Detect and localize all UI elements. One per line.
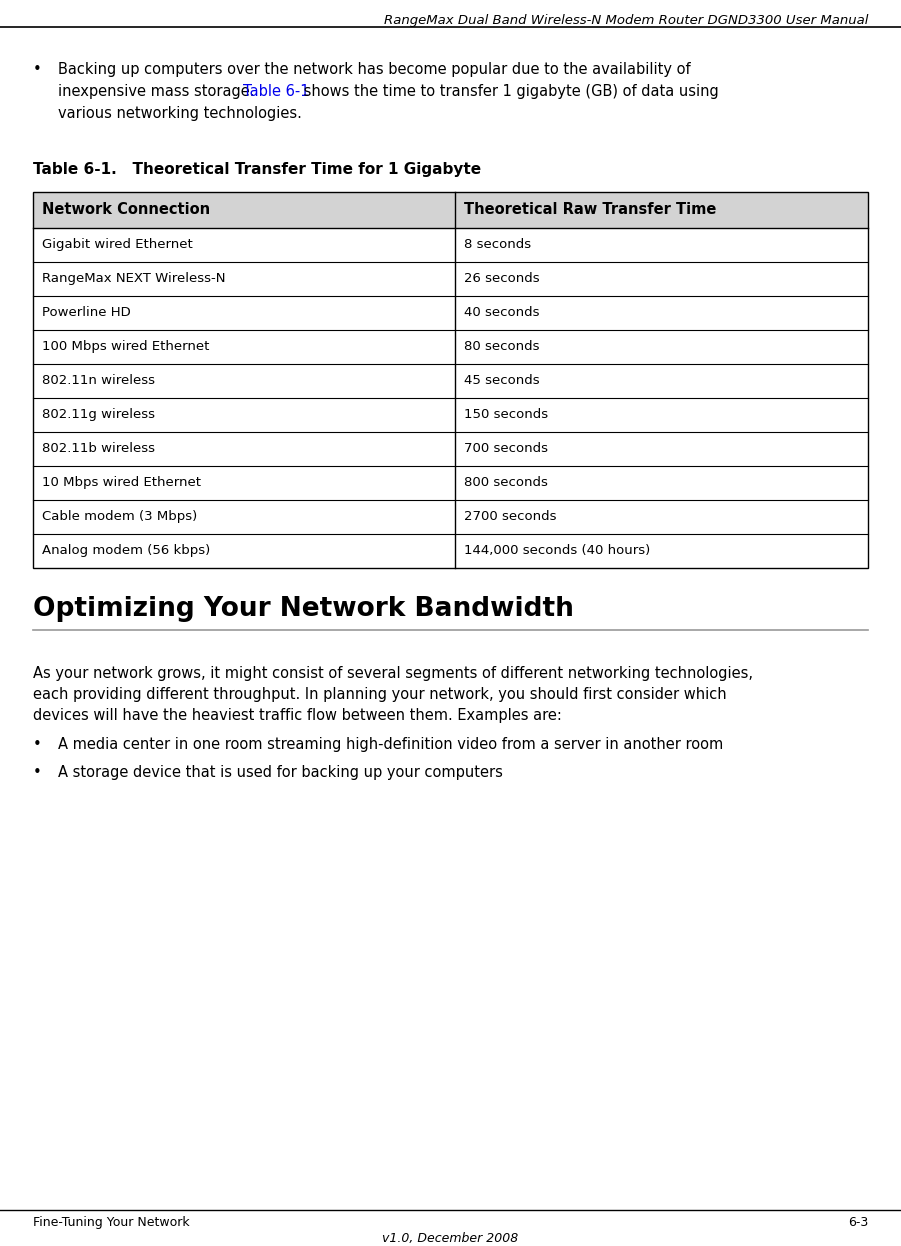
Text: 45 seconds: 45 seconds <box>464 374 540 388</box>
Text: devices will have the heaviest traffic flow between them. Examples are:: devices will have the heaviest traffic f… <box>33 708 562 723</box>
Text: 2700 seconds: 2700 seconds <box>464 510 556 523</box>
Text: 6-3: 6-3 <box>848 1216 868 1229</box>
Text: Cable modem (3 Mbps): Cable modem (3 Mbps) <box>42 510 197 523</box>
Text: 10 Mbps wired Ethernet: 10 Mbps wired Ethernet <box>42 476 201 488</box>
Text: 80 seconds: 80 seconds <box>464 340 539 353</box>
Text: 144,000 seconds (40 hours): 144,000 seconds (40 hours) <box>464 545 650 557</box>
Bar <box>33 192 868 568</box>
Text: As your network grows, it might consist of several segments of different network: As your network grows, it might consist … <box>33 667 753 682</box>
Text: Analog modem (56 kbps): Analog modem (56 kbps) <box>42 545 210 557</box>
Text: Theoretical Raw Transfer Time: Theoretical Raw Transfer Time <box>464 202 716 217</box>
Text: various networking technologies.: various networking technologies. <box>58 106 302 121</box>
Text: Table 6-1: Table 6-1 <box>243 83 310 98</box>
Text: 800 seconds: 800 seconds <box>464 476 548 488</box>
Text: 8 seconds: 8 seconds <box>464 238 531 250</box>
Bar <box>33 192 868 228</box>
Text: •: • <box>33 765 41 780</box>
Text: Powerline HD: Powerline HD <box>42 307 131 319</box>
Text: RangeMax Dual Band Wireless-N Modem Router DGND3300 User Manual: RangeMax Dual Band Wireless-N Modem Rout… <box>384 14 868 27</box>
Text: Optimizing Your Network Bandwidth: Optimizing Your Network Bandwidth <box>33 596 574 622</box>
Text: RangeMax NEXT Wireless-N: RangeMax NEXT Wireless-N <box>42 272 225 285</box>
Text: v1.0, December 2008: v1.0, December 2008 <box>382 1232 519 1245</box>
Text: 700 seconds: 700 seconds <box>464 442 548 455</box>
Text: Fine-Tuning Your Network: Fine-Tuning Your Network <box>33 1216 189 1229</box>
Text: 802.11n wireless: 802.11n wireless <box>42 374 155 388</box>
Text: 26 seconds: 26 seconds <box>464 272 540 285</box>
Text: 802.11g wireless: 802.11g wireless <box>42 407 155 421</box>
Text: 150 seconds: 150 seconds <box>464 407 548 421</box>
Text: Backing up computers over the network has become popular due to the availability: Backing up computers over the network ha… <box>58 62 691 77</box>
Text: Gigabit wired Ethernet: Gigabit wired Ethernet <box>42 238 193 250</box>
Text: Table 6-1.   Theoretical Transfer Time for 1 Gigabyte: Table 6-1. Theoretical Transfer Time for… <box>33 162 481 177</box>
Text: •: • <box>33 736 41 753</box>
Text: 100 Mbps wired Ethernet: 100 Mbps wired Ethernet <box>42 340 209 353</box>
Text: each providing different throughput. In planning your network, you should first : each providing different throughput. In … <box>33 687 726 701</box>
Text: A media center in one room streaming high-definition video from a server in anot: A media center in one room streaming hig… <box>58 736 724 753</box>
Text: 802.11b wireless: 802.11b wireless <box>42 442 155 455</box>
Text: shows the time to transfer 1 gigabyte (GB) of data using: shows the time to transfer 1 gigabyte (G… <box>299 83 719 98</box>
Text: Network Connection: Network Connection <box>42 202 210 217</box>
Text: •: • <box>33 62 41 77</box>
Text: A storage device that is used for backing up your computers: A storage device that is used for backin… <box>58 765 503 780</box>
Text: 40 seconds: 40 seconds <box>464 307 539 319</box>
Text: inexpensive mass storage.: inexpensive mass storage. <box>58 83 259 98</box>
